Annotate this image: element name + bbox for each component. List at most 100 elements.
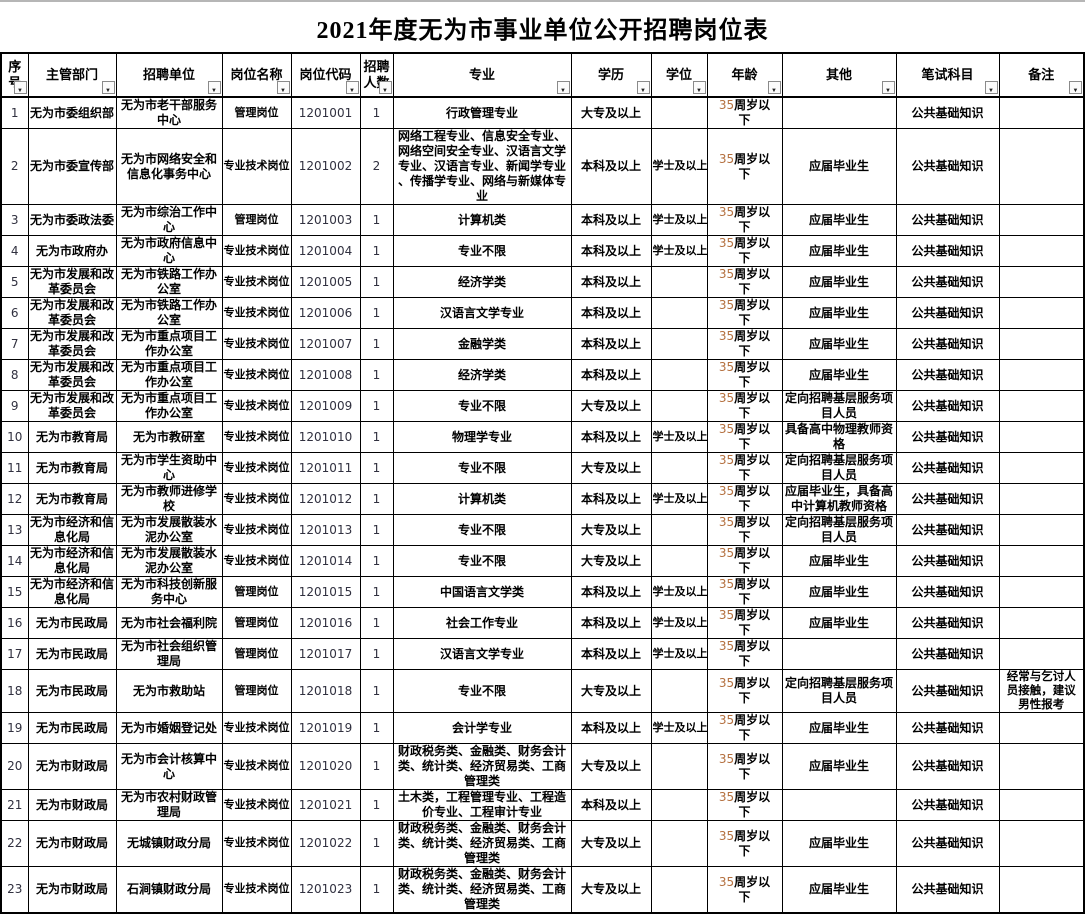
cell-age: 35周岁以下 <box>706 607 783 639</box>
filter-button-major[interactable] <box>556 81 570 94</box>
header-cell-no: 序号 <box>0 52 29 98</box>
filter-button-edu[interactable] <box>636 81 650 94</box>
cell-exam: 公共基础知识 <box>895 421 1000 453</box>
header-cell-dept: 主管部门 <box>27 52 117 98</box>
cell-major: 计算机类 <box>392 483 572 515</box>
age-number: 35 <box>718 298 735 313</box>
cell-major: 社会工作专业 <box>392 607 572 639</box>
cell-count: 1 <box>359 328 394 360</box>
cell-note <box>998 789 1085 821</box>
cell-major: 行政管理专业 <box>392 96 572 129</box>
cell-count: 1 <box>359 452 394 484</box>
table-row: 2 无为市委宣传部 无为市网络安全和信息化事务中心 专业技术岗位 1201002 2 网络工… <box>0 128 1085 205</box>
age-number: 35 <box>718 453 735 468</box>
cell-degree <box>650 789 708 821</box>
cell-other: 定向招聘基层服务项目人员 <box>781 452 897 484</box>
filter-button-code[interactable] <box>345 81 359 94</box>
cell-other: 应届毕业生 <box>781 576 897 608</box>
cell-other: 应届毕业生 <box>781 328 897 360</box>
cell-post: 专业技术岗位 <box>221 545 292 577</box>
cell-no: 16 <box>0 607 29 639</box>
cell-dept: 无为市民政局 <box>27 669 117 713</box>
cell-other: 应届毕业生 <box>781 866 897 914</box>
filter-button-exam[interactable] <box>984 80 998 96</box>
filter-button-unit[interactable] <box>207 81 221 94</box>
filter-button-count[interactable] <box>378 81 392 94</box>
cell-code: 1201016 <box>290 607 361 639</box>
column-label: 专业 <box>468 67 495 82</box>
filter-button-dept[interactable] <box>101 81 115 94</box>
filter-button-other[interactable] <box>881 81 895 94</box>
cell-other: 定向招聘基层服务项目人员 <box>781 669 897 713</box>
filter-button-no[interactable] <box>13 81 27 94</box>
chevron-down-icon <box>771 80 777 96</box>
cell-code: 1201007 <box>290 328 361 360</box>
cell-code: 1201021 <box>290 789 361 821</box>
cell-post: 管理岗位 <box>221 204 292 236</box>
cell-no: 20 <box>0 743 29 790</box>
cell-unit: 无为市老干部服务中心 <box>115 96 223 129</box>
table-row: 17 无为市民政局 无为市社会组织管理局 管理岗位 1201017 1 汉语言文学专业 本科及… <box>0 638 1085 670</box>
table-row: 23 无为市财政局 石涧镇财政分局 专业技术岗位 1201023 1 财政税务类、金融类、财… <box>0 866 1085 914</box>
filter-button-degree[interactable] <box>692 81 706 94</box>
cell-age: 35周岁以下 <box>706 712 783 744</box>
cell-major: 财政税务类、金融类、财务会计类、统计类、经济贸易类、工商管理类 <box>392 866 572 914</box>
cell-dept: 无为市政府办 <box>27 235 117 267</box>
cell-no: 22 <box>0 820 29 867</box>
header-cell-count: 招聘人数 <box>359 52 394 98</box>
chevron-down-icon <box>1073 80 1079 96</box>
cell-code: 1201012 <box>290 483 361 515</box>
cell-post: 专业技术岗位 <box>221 483 292 515</box>
cell-exam: 公共基础知识 <box>895 866 1000 914</box>
cell-unit: 无为市综治工作中心 <box>115 204 223 236</box>
cell-major: 专业不限 <box>392 545 572 577</box>
table-row: 20 无为市财政局 无为市会计核算中心 专业技术岗位 1201020 1 财政税务类、金融类… <box>0 743 1085 790</box>
column-label: 岗位代码 <box>299 67 352 82</box>
cell-code: 1201022 <box>290 820 361 867</box>
cell-edu: 大专及以上 <box>570 452 652 484</box>
header-cell-major: 专业 <box>392 52 572 98</box>
cell-dept: 无为市民政局 <box>27 712 117 744</box>
cell-code: 1201017 <box>290 638 361 670</box>
cell-major: 金融学类 <box>392 328 572 360</box>
cell-note <box>998 359 1085 391</box>
table-row: 12 无为市教育局 无为市教师进修学校 专业技术岗位 1201012 1 计算机类 本科及以上… <box>0 483 1085 515</box>
cell-edu: 大专及以上 <box>570 866 652 914</box>
filter-button-age[interactable] <box>767 80 781 96</box>
cell-exam: 公共基础知识 <box>895 483 1000 515</box>
cell-degree <box>650 96 708 129</box>
cell-major: 专业不限 <box>392 235 572 267</box>
cell-no: 4 <box>0 235 29 267</box>
age-number: 35 <box>718 828 735 843</box>
cell-edu: 本科及以上 <box>570 576 652 608</box>
cell-dept: 无为市委政法委 <box>27 204 117 236</box>
cell-post: 专业技术岗位 <box>221 712 292 744</box>
page-title: 2021年度无为市事业单位公开招聘岗位表 <box>316 17 769 44</box>
cell-count: 1 <box>359 483 394 515</box>
cell-note <box>998 607 1085 639</box>
cell-note <box>998 96 1085 129</box>
column-label: 学位 <box>665 67 692 82</box>
age-number: 35 <box>718 205 735 220</box>
filter-button-post[interactable] <box>276 81 290 94</box>
cell-exam: 公共基础知识 <box>895 235 1000 267</box>
cell-age: 35周岁以下 <box>706 452 783 484</box>
cell-age: 35周岁以下 <box>706 789 783 821</box>
table-row: 6 无为市发展和改革委员会 无为市铁路工作办公室 专业技术岗位 1201006 1 汉语言文… <box>0 297 1085 329</box>
chevron-down-icon <box>988 80 994 96</box>
cell-degree <box>650 545 708 577</box>
cell-edu: 本科及以上 <box>570 204 652 236</box>
cell-post: 专业技术岗位 <box>221 297 292 329</box>
cell-unit: 无城镇财政分局 <box>115 820 223 867</box>
cell-other: 应届毕业生 <box>781 359 897 391</box>
filter-button-note[interactable] <box>1069 81 1082 94</box>
age-number: 35 <box>718 790 735 805</box>
cell-post: 专业技术岗位 <box>221 743 292 790</box>
cell-dept: 无为市民政局 <box>27 638 117 670</box>
cell-other: 应届毕业生 <box>781 266 897 298</box>
table-body: 1 无为市委组织部 无为市老干部服务中心 管理岗位 1201001 1 行政管理专业 大专及以… <box>0 96 1085 914</box>
cell-note <box>998 866 1085 914</box>
cell-dept: 无为市民政局 <box>27 607 117 639</box>
cell-count: 1 <box>359 297 394 329</box>
cell-age: 35周岁以下 <box>706 421 783 453</box>
